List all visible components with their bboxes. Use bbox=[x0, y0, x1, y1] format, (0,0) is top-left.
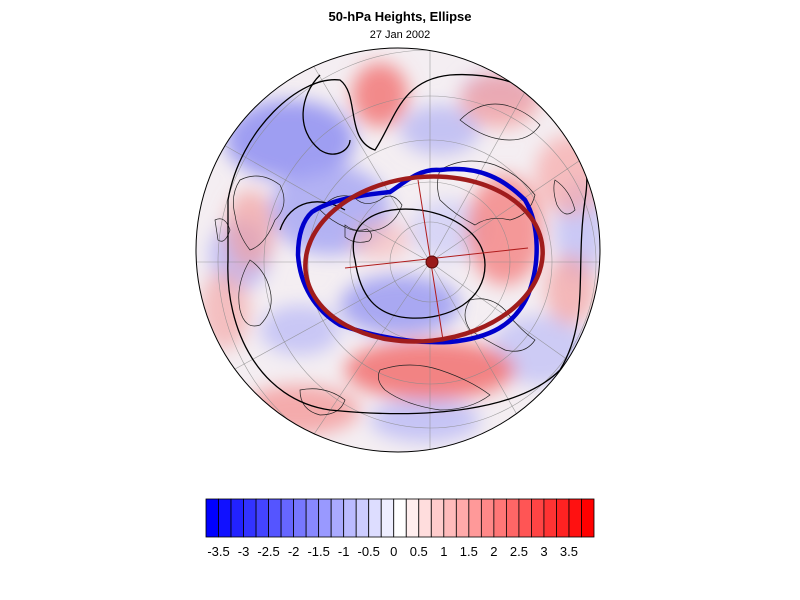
colorbar-box bbox=[318, 498, 332, 538]
vortex-fitted-ellipse bbox=[303, 174, 545, 344]
colorbar-box bbox=[393, 498, 407, 538]
colorbar-tick-label: -3.5 bbox=[207, 544, 229, 559]
colorbar-box bbox=[468, 498, 482, 538]
colorbar-box bbox=[430, 498, 445, 538]
colorbar-box bbox=[405, 498, 420, 538]
polar-map bbox=[196, 48, 600, 452]
colorbar-tick-label: -3 bbox=[238, 544, 250, 559]
colorbar-tick-label: -0.5 bbox=[358, 544, 380, 559]
colorbar-tick-label: -1.5 bbox=[307, 544, 329, 559]
map-title: 50-hPa Heights, Ellipse bbox=[328, 9, 472, 24]
colorbar-box bbox=[280, 498, 295, 538]
colorbar-tick-label: 2.5 bbox=[510, 544, 528, 559]
colorbar-box bbox=[330, 498, 345, 538]
colorbar-box bbox=[380, 498, 395, 538]
colorbar-tick-label: 3 bbox=[540, 544, 547, 559]
colorbar-tick-label: 0 bbox=[390, 544, 397, 559]
colorbar-box bbox=[343, 498, 357, 538]
colorbar-box bbox=[568, 498, 582, 538]
colorbar-box bbox=[243, 498, 257, 538]
colorbar-box bbox=[518, 498, 532, 538]
colorbar-tick-label: 0.5 bbox=[410, 544, 428, 559]
colorbar-box bbox=[480, 498, 495, 538]
colorbar-tick-label: -1 bbox=[338, 544, 350, 559]
colorbar-box bbox=[556, 498, 570, 538]
colorbar-box bbox=[255, 498, 269, 538]
colorbar-box bbox=[455, 498, 470, 538]
colorbar-box bbox=[205, 498, 219, 538]
colorbar-tick-label: 1 bbox=[440, 544, 447, 559]
colorbar-box bbox=[368, 498, 382, 538]
colorbar-box bbox=[443, 498, 457, 538]
colorbar-tick-label: 2 bbox=[490, 544, 497, 559]
map-border bbox=[195, 47, 601, 453]
colorbar-box bbox=[293, 498, 307, 538]
colorbar-tick-label: 3.5 bbox=[560, 544, 578, 559]
colorbar-tick-label: 1.5 bbox=[460, 544, 478, 559]
colorbar: -3.5 -3 -2.5 -2 -1.5 -1 -0.5 0 0.5 1 1.5 2 2.5 3 3.5 bbox=[205, 498, 595, 559]
colorbar-box bbox=[543, 498, 557, 538]
colorbar-box bbox=[218, 498, 232, 538]
colorbar-box bbox=[418, 498, 432, 538]
colorbar-box bbox=[268, 498, 282, 538]
map-date: 27 Jan 2002 bbox=[369, 29, 431, 41]
colorbar-box bbox=[505, 498, 520, 538]
colorbar-tick-label: -2.5 bbox=[257, 544, 279, 559]
colorbar-box bbox=[581, 498, 595, 538]
colorbar-box bbox=[493, 498, 507, 538]
vortex-centroid-marker bbox=[425, 255, 439, 269]
colorbar-box bbox=[531, 498, 545, 538]
colorbar-box bbox=[355, 498, 370, 538]
colorbar-box bbox=[230, 498, 244, 538]
colorbar-tick-label: -2 bbox=[288, 544, 300, 559]
colorbar-box bbox=[305, 498, 320, 538]
